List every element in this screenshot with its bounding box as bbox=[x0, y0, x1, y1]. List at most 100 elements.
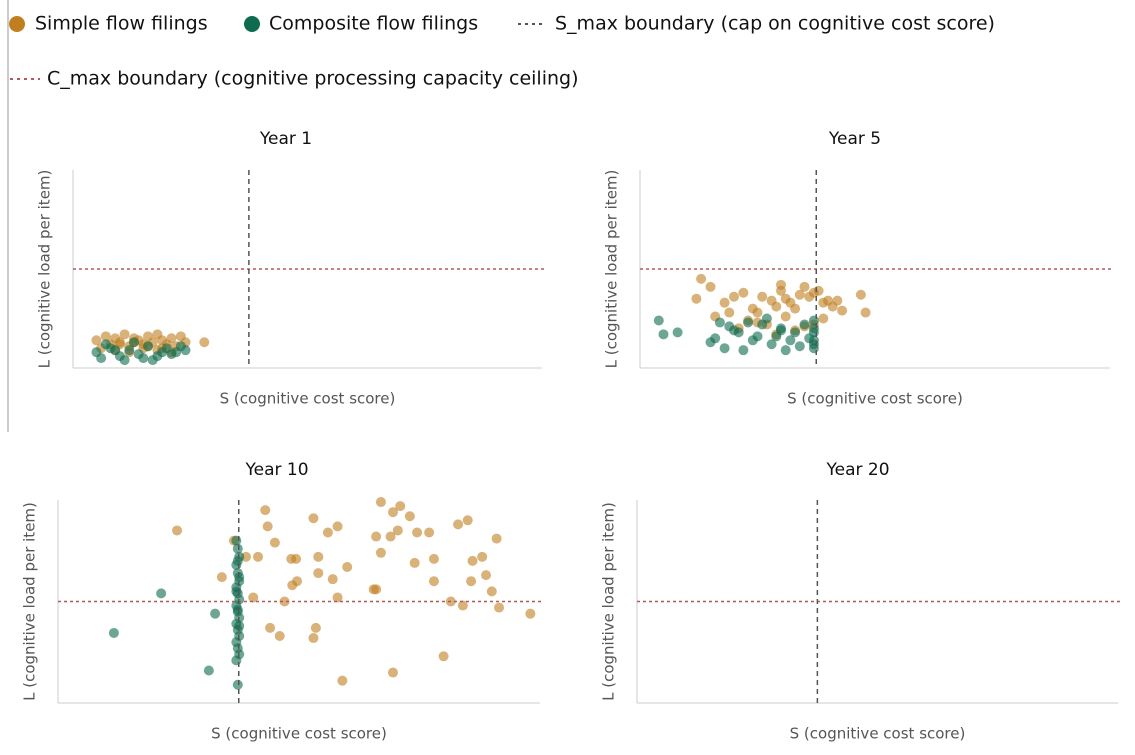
data-point bbox=[371, 584, 382, 595]
data-point bbox=[327, 574, 338, 585]
data-point bbox=[438, 651, 449, 662]
data-point bbox=[738, 287, 749, 298]
data-point bbox=[138, 353, 149, 364]
data-point bbox=[147, 355, 158, 366]
data-point bbox=[166, 333, 177, 344]
data-point bbox=[156, 588, 167, 599]
data-point bbox=[785, 335, 796, 346]
data-point bbox=[128, 337, 139, 348]
panel-title: Year 20 bbox=[825, 460, 889, 480]
data-point bbox=[794, 341, 805, 352]
data-point bbox=[776, 279, 786, 290]
data-point bbox=[100, 339, 111, 350]
data-point bbox=[231, 586, 242, 597]
panel-title: Year 5 bbox=[828, 129, 881, 149]
legend-label: S_max boundary (cap on cognitive cost sc… bbox=[555, 13, 995, 35]
data-point bbox=[710, 333, 721, 344]
data-point bbox=[714, 317, 725, 328]
panel-title: Year 1 bbox=[259, 129, 312, 149]
data-point bbox=[719, 297, 730, 308]
data-point bbox=[269, 537, 280, 548]
data-point bbox=[491, 533, 502, 544]
data-point bbox=[658, 329, 669, 340]
data-point bbox=[761, 313, 772, 324]
data-point bbox=[724, 307, 735, 318]
data-point bbox=[310, 622, 321, 633]
x-axis-label: S (cognitive cost score) bbox=[211, 725, 387, 743]
data-point bbox=[387, 667, 398, 678]
data-point bbox=[279, 596, 290, 607]
data-point bbox=[172, 525, 183, 536]
data-point bbox=[494, 602, 505, 613]
data-point bbox=[395, 501, 406, 512]
data-point bbox=[409, 557, 420, 568]
data-point bbox=[757, 291, 768, 302]
y-axis-label: L (cognitive load per item) bbox=[36, 170, 54, 369]
data-point bbox=[477, 551, 488, 562]
data-point bbox=[274, 631, 285, 642]
data-point bbox=[375, 497, 386, 508]
data-point bbox=[818, 313, 829, 324]
data-point bbox=[855, 289, 866, 300]
data-point bbox=[91, 335, 102, 346]
data-point bbox=[385, 531, 396, 542]
data-point bbox=[457, 600, 468, 611]
legend-label: Simple flow filings bbox=[35, 13, 208, 35]
data-point bbox=[143, 341, 154, 352]
data-point bbox=[837, 305, 848, 316]
data-point bbox=[766, 339, 777, 350]
data-point bbox=[738, 345, 749, 356]
data-point bbox=[175, 341, 186, 352]
data-point bbox=[404, 511, 415, 522]
data-point bbox=[462, 515, 473, 526]
data-point bbox=[253, 551, 264, 562]
data-point bbox=[234, 620, 245, 631]
data-point bbox=[332, 592, 343, 603]
data-point bbox=[691, 293, 702, 304]
legend-label: C_max boundary (cognitive processing cap… bbox=[47, 68, 579, 90]
data-point bbox=[733, 327, 744, 338]
data-point bbox=[262, 521, 273, 532]
data-point bbox=[453, 519, 464, 530]
data-point bbox=[110, 345, 121, 356]
x-axis-label: S (cognitive cost score) bbox=[787, 390, 963, 408]
data-point bbox=[776, 325, 786, 336]
y-axis-label: L (cognitive load per item) bbox=[21, 502, 39, 701]
data-point bbox=[860, 307, 871, 318]
data-point bbox=[210, 608, 221, 619]
x-axis-label: S (cognitive cost score) bbox=[220, 390, 396, 408]
data-point bbox=[216, 572, 227, 583]
data-point bbox=[265, 622, 276, 633]
data-point bbox=[100, 331, 111, 342]
data-point bbox=[308, 513, 319, 524]
data-point bbox=[428, 553, 439, 564]
data-point bbox=[292, 576, 303, 587]
data-point bbox=[799, 319, 810, 330]
legend-marker bbox=[244, 16, 260, 32]
data-point bbox=[387, 507, 398, 518]
data-point bbox=[232, 543, 243, 554]
data-point bbox=[466, 576, 477, 587]
data-point bbox=[799, 281, 810, 292]
data-point bbox=[832, 295, 843, 306]
data-point bbox=[653, 315, 664, 326]
data-point bbox=[119, 355, 130, 366]
panel-title: Year 10 bbox=[244, 460, 308, 480]
data-point bbox=[808, 315, 819, 326]
data-point bbox=[308, 633, 319, 644]
data-point bbox=[780, 345, 791, 356]
data-point bbox=[729, 291, 739, 302]
data-point bbox=[808, 339, 819, 350]
data-point bbox=[124, 345, 135, 356]
data-point bbox=[375, 547, 386, 558]
data-point bbox=[780, 311, 791, 322]
data-point bbox=[332, 521, 343, 532]
data-point bbox=[790, 327, 801, 338]
data-point bbox=[412, 527, 423, 538]
legend-marker bbox=[9, 16, 25, 32]
data-point bbox=[467, 555, 478, 566]
data-point bbox=[291, 553, 302, 564]
data-point bbox=[203, 665, 214, 676]
data-point bbox=[790, 303, 801, 314]
